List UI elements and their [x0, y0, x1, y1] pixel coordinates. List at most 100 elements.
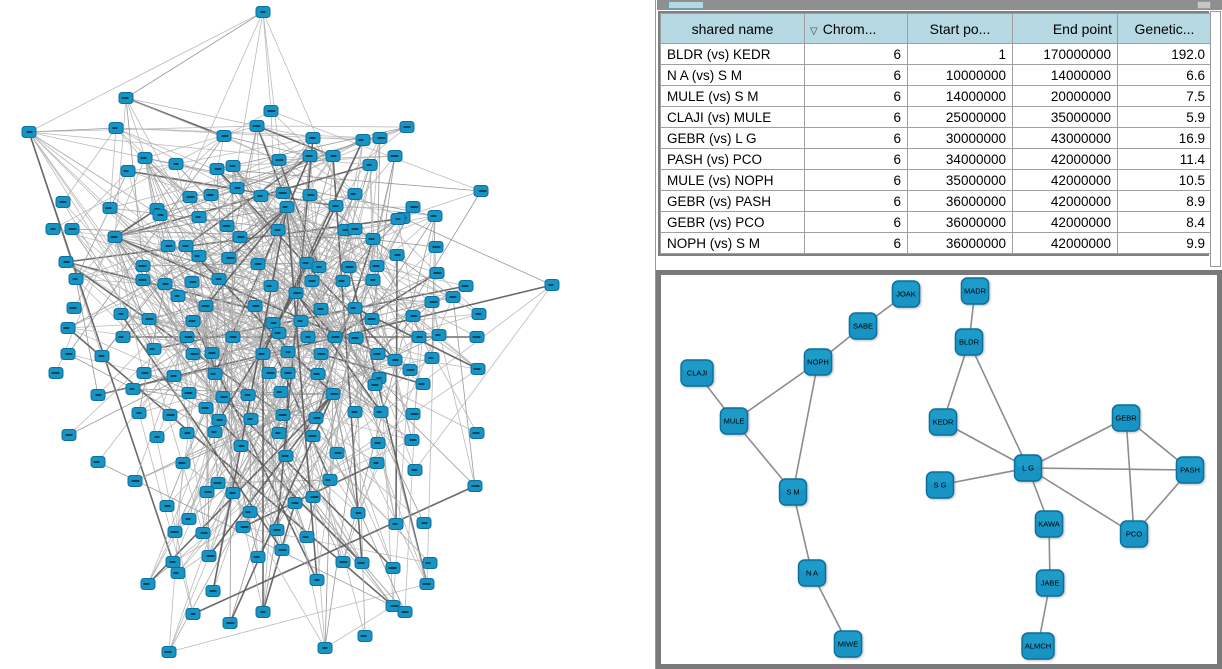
column-header-start-po-[interactable]: Start po... — [907, 13, 1013, 44]
graph-node[interactable] — [365, 233, 381, 245]
graph-node[interactable] — [288, 287, 304, 299]
graph-node[interactable] — [293, 315, 309, 327]
graph-node[interactable] — [209, 163, 225, 175]
graph-node[interactable] — [240, 389, 256, 401]
graph-node[interactable] — [390, 213, 406, 225]
graph-node-mule[interactable]: MULE — [719, 407, 749, 435]
network-overview-panel[interactable] — [0, 0, 655, 669]
cell-value[interactable]: 36000000 — [907, 190, 1013, 212]
graph-node-almch[interactable]: ALMCH — [1021, 632, 1055, 660]
graph-node[interactable] — [370, 437, 386, 449]
graph-node[interactable] — [48, 367, 64, 379]
graph-node[interactable] — [278, 450, 294, 462]
column-header-genetic-[interactable]: Genetic... — [1117, 13, 1212, 44]
cell-value[interactable]: 42000000 — [1012, 169, 1118, 191]
graph-edge-PCO-LG[interactable] — [1027, 467, 1135, 535]
graph-node[interactable] — [354, 557, 370, 569]
graph-node[interactable] — [225, 331, 241, 343]
graph-node[interactable] — [269, 524, 285, 536]
cell-shared-name[interactable]: CLAJI (vs) MULE — [660, 106, 805, 128]
graph-node[interactable] — [184, 276, 200, 288]
graph-node[interactable] — [131, 407, 147, 419]
graph-node[interactable] — [198, 402, 214, 414]
graph-node[interactable] — [275, 409, 291, 421]
cell-value[interactable]: 10000000 — [907, 64, 1013, 86]
graph-node[interactable] — [445, 291, 461, 303]
graph-node[interactable] — [210, 477, 226, 489]
graph-node[interactable] — [90, 389, 106, 401]
cell-value[interactable]: 42000000 — [1012, 190, 1118, 212]
cell-value[interactable]: 6.6 — [1117, 64, 1212, 86]
graph-node[interactable] — [327, 331, 343, 343]
graph-node[interactable] — [405, 408, 421, 420]
table-row[interactable]: PASH (vs) PCO 6 34000000 42000000 11.4 — [660, 148, 1212, 170]
graph-node[interactable] — [271, 154, 287, 166]
graph-node[interactable] — [162, 409, 178, 421]
graph-node[interactable] — [255, 348, 271, 360]
graph-node[interactable] — [204, 347, 220, 359]
graph-node[interactable] — [179, 331, 195, 343]
graph-node[interactable] — [347, 406, 363, 418]
cell-shared-name[interactable]: GEBR (vs) L G — [660, 127, 805, 149]
graph-node[interactable] — [322, 474, 338, 486]
graph-node[interactable] — [90, 456, 106, 468]
graph-node[interactable] — [137, 152, 153, 164]
cell-shared-name[interactable]: GEBR (vs) PASH — [660, 190, 805, 212]
graph-node[interactable] — [355, 134, 371, 146]
column-header-chrom-[interactable]: ▽ Chrom... — [804, 13, 908, 44]
table-tab-chip[interactable] — [668, 1, 704, 9]
cell-value[interactable]: 20000000 — [1012, 85, 1118, 107]
graph-node[interactable] — [160, 240, 176, 252]
graph-node[interactable] — [55, 196, 71, 208]
graph-node[interactable] — [140, 578, 156, 590]
graph-node[interactable] — [311, 261, 327, 273]
graph-node[interactable] — [107, 231, 123, 243]
graph-node[interactable] — [362, 159, 378, 171]
graph-node[interactable] — [170, 290, 186, 302]
graph-node[interactable] — [261, 367, 277, 379]
graph-node[interactable] — [270, 224, 286, 236]
graph-node[interactable] — [469, 427, 485, 439]
column-header-end-point[interactable]: End point — [1012, 13, 1118, 44]
graph-node[interactable] — [215, 391, 231, 403]
graph-node[interactable] — [195, 527, 211, 539]
graph-node[interactable] — [242, 506, 258, 518]
graph-node[interactable] — [185, 348, 201, 360]
graph-node[interactable] — [61, 429, 77, 441]
graph-node[interactable] — [165, 556, 181, 568]
graph-node[interactable] — [113, 308, 129, 320]
network-detail-panel[interactable]: JOAK SABE NOPH CLAJI MULE S M N A MIWE MADR BLDR K… — [656, 270, 1222, 669]
graph-node[interactable] — [471, 308, 487, 320]
graph-node[interactable] — [68, 273, 84, 285]
graph-node[interactable] — [310, 368, 326, 380]
graph-node[interactable] — [219, 220, 235, 232]
graph-node-joak[interactable]: JOAK — [891, 280, 921, 308]
graph-node[interactable] — [350, 507, 366, 519]
graph-node[interactable] — [280, 367, 296, 379]
cell-shared-name[interactable]: BLDR (vs) KEDR — [660, 43, 805, 65]
graph-node[interactable] — [203, 189, 219, 201]
graph-node[interactable] — [302, 150, 318, 162]
graph-node[interactable] — [397, 606, 413, 618]
graph-node-madr[interactable]: MADR — [960, 277, 990, 305]
graph-node[interactable] — [274, 544, 290, 556]
graph-node[interactable] — [249, 120, 265, 132]
overview-network-canvas[interactable] — [0, 0, 655, 669]
cell-value[interactable]: 6 — [804, 211, 908, 233]
cell-shared-name[interactable]: PASH (vs) PCO — [660, 148, 805, 170]
graph-node[interactable] — [305, 491, 321, 503]
cell-value[interactable]: 36000000 — [907, 232, 1013, 254]
cell-value[interactable]: 6 — [804, 232, 908, 254]
graph-node[interactable] — [305, 132, 321, 144]
graph-node[interactable] — [385, 600, 401, 612]
graph-node[interactable] — [211, 273, 227, 285]
scrollbar-corner[interactable] — [1197, 1, 1211, 9]
graph-node[interactable] — [229, 182, 245, 194]
graph-node[interactable] — [404, 434, 420, 446]
graph-node[interactable] — [135, 260, 151, 272]
cell-value[interactable]: 42000000 — [1012, 232, 1118, 254]
cell-value[interactable]: 6 — [804, 127, 908, 149]
graph-node[interactable] — [235, 521, 251, 533]
graph-node[interactable] — [135, 274, 151, 286]
graph-node[interactable] — [422, 557, 438, 569]
